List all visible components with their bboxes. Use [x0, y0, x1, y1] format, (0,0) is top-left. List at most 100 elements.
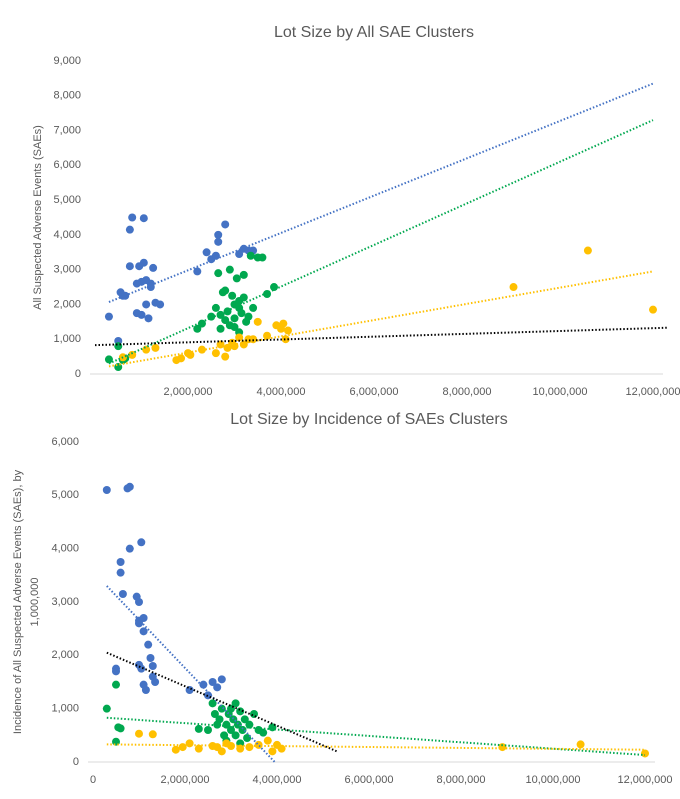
scatter-point: [268, 747, 277, 756]
scatter-point: [215, 715, 224, 724]
scatter-point: [281, 335, 290, 344]
scatter-point: [149, 263, 158, 272]
scatter-point: [142, 300, 151, 309]
y-tick-label: 0: [73, 756, 79, 768]
x-tick-label: 12,000,000: [625, 386, 680, 398]
x-tick-label: 12,000,000: [617, 774, 672, 786]
scatter-point: [114, 342, 123, 351]
scatter-point: [197, 345, 206, 354]
scatter-point: [222, 739, 231, 748]
y-tick-label: 9,000: [53, 55, 81, 67]
y-tick-label: 2,000: [51, 649, 79, 661]
x-tick-label: 0: [90, 774, 96, 786]
y-tick-label: 7,000: [53, 124, 81, 136]
scatter-point: [235, 333, 244, 342]
scatter-point: [225, 265, 234, 274]
scatter-point: [104, 312, 113, 321]
chart-title: Lot Size by All SAE Clusters: [274, 24, 474, 41]
scatter-point: [197, 319, 206, 328]
trendline: [94, 326, 667, 347]
scatter-point: [217, 747, 226, 756]
scatter-point: [202, 248, 211, 257]
y-tick-label: 5,000: [53, 194, 81, 206]
trendline: [106, 716, 646, 757]
scatter-point: [235, 250, 244, 259]
scatter-point: [230, 342, 239, 351]
scatter-point: [259, 728, 268, 737]
scatter-point: [214, 237, 223, 246]
scatter-point: [121, 291, 130, 300]
scatter-point: [649, 305, 657, 314]
scatter-point: [125, 262, 134, 271]
scatter-point: [137, 664, 146, 673]
scatter-point: [128, 350, 137, 359]
scatter-point: [199, 680, 208, 689]
y-tick-label: 5,000: [51, 489, 79, 501]
scatter-point: [250, 710, 258, 718]
scatter-point: [151, 678, 160, 686]
scatter-point: [156, 300, 165, 309]
trendline: [106, 743, 646, 751]
y-axis-title: 1,000,000: [29, 578, 41, 627]
y-tick-label: 3,000: [53, 264, 81, 276]
scatter-point: [144, 314, 153, 323]
scatter-point: [146, 654, 155, 662]
x-tick-label: 4,000,000: [257, 386, 306, 398]
scatter-point: [231, 731, 240, 740]
scatter-point: [244, 312, 253, 321]
scatter-point: [221, 352, 230, 361]
scatter-point: [118, 590, 127, 598]
scatter-point: [211, 349, 220, 358]
scatter-point: [221, 220, 230, 229]
x-tick-label: 8,000,000: [443, 386, 492, 398]
scatter-point: [214, 230, 223, 239]
scatter-point: [214, 269, 223, 278]
scatter-point: [249, 303, 258, 312]
scatter-point: [236, 707, 245, 716]
scatter-point: [102, 486, 111, 494]
scatter-point: [239, 270, 248, 279]
scatter-point: [148, 730, 157, 739]
scatter-point: [137, 538, 146, 547]
scatter-point: [144, 640, 153, 649]
scatter-point: [230, 314, 239, 323]
trendline: [108, 270, 654, 368]
trendline: [106, 585, 276, 763]
scatter-point: [213, 683, 222, 692]
x-tick-label: 6,000,000: [345, 774, 394, 786]
scatter-point: [237, 309, 246, 318]
scatter-point: [222, 720, 231, 729]
scatter-point: [216, 340, 225, 349]
scatter-point: [228, 291, 237, 300]
y-tick-label: 8,000: [53, 90, 81, 102]
scatter-point: [116, 568, 125, 577]
scatter-point: [509, 283, 518, 292]
chart-title: Lot Size by Incidence of SAEs Clusters: [230, 411, 507, 428]
scatter-point: [112, 737, 120, 746]
x-tick-label: 8,000,000: [437, 774, 486, 786]
scatter-point: [128, 213, 137, 222]
x-tick-label: 2,000,000: [164, 386, 213, 398]
scatter-point: [194, 724, 203, 733]
scatter-point: [141, 686, 150, 694]
scatter-point: [216, 310, 225, 319]
y-tick-label: 4,000: [51, 543, 79, 555]
scatter-point: [258, 253, 267, 262]
scatter-point: [263, 736, 272, 745]
scatter-point: [498, 743, 507, 752]
x-tick-label: 4,000,000: [253, 774, 302, 786]
scatter-point: [283, 326, 292, 335]
scatter-point: [171, 745, 180, 754]
scatter-point: [208, 699, 217, 708]
scatter-point: [151, 343, 160, 352]
scatter-point: [249, 335, 258, 344]
scatter-point: [211, 303, 220, 312]
scatter-point: [239, 340, 248, 349]
scatter-point: [139, 214, 148, 223]
scatter-point: [177, 354, 186, 363]
scatter-point: [185, 686, 194, 694]
scatter-point: [583, 246, 592, 255]
scatter-point: [148, 662, 157, 670]
scatter-point: [270, 283, 279, 292]
